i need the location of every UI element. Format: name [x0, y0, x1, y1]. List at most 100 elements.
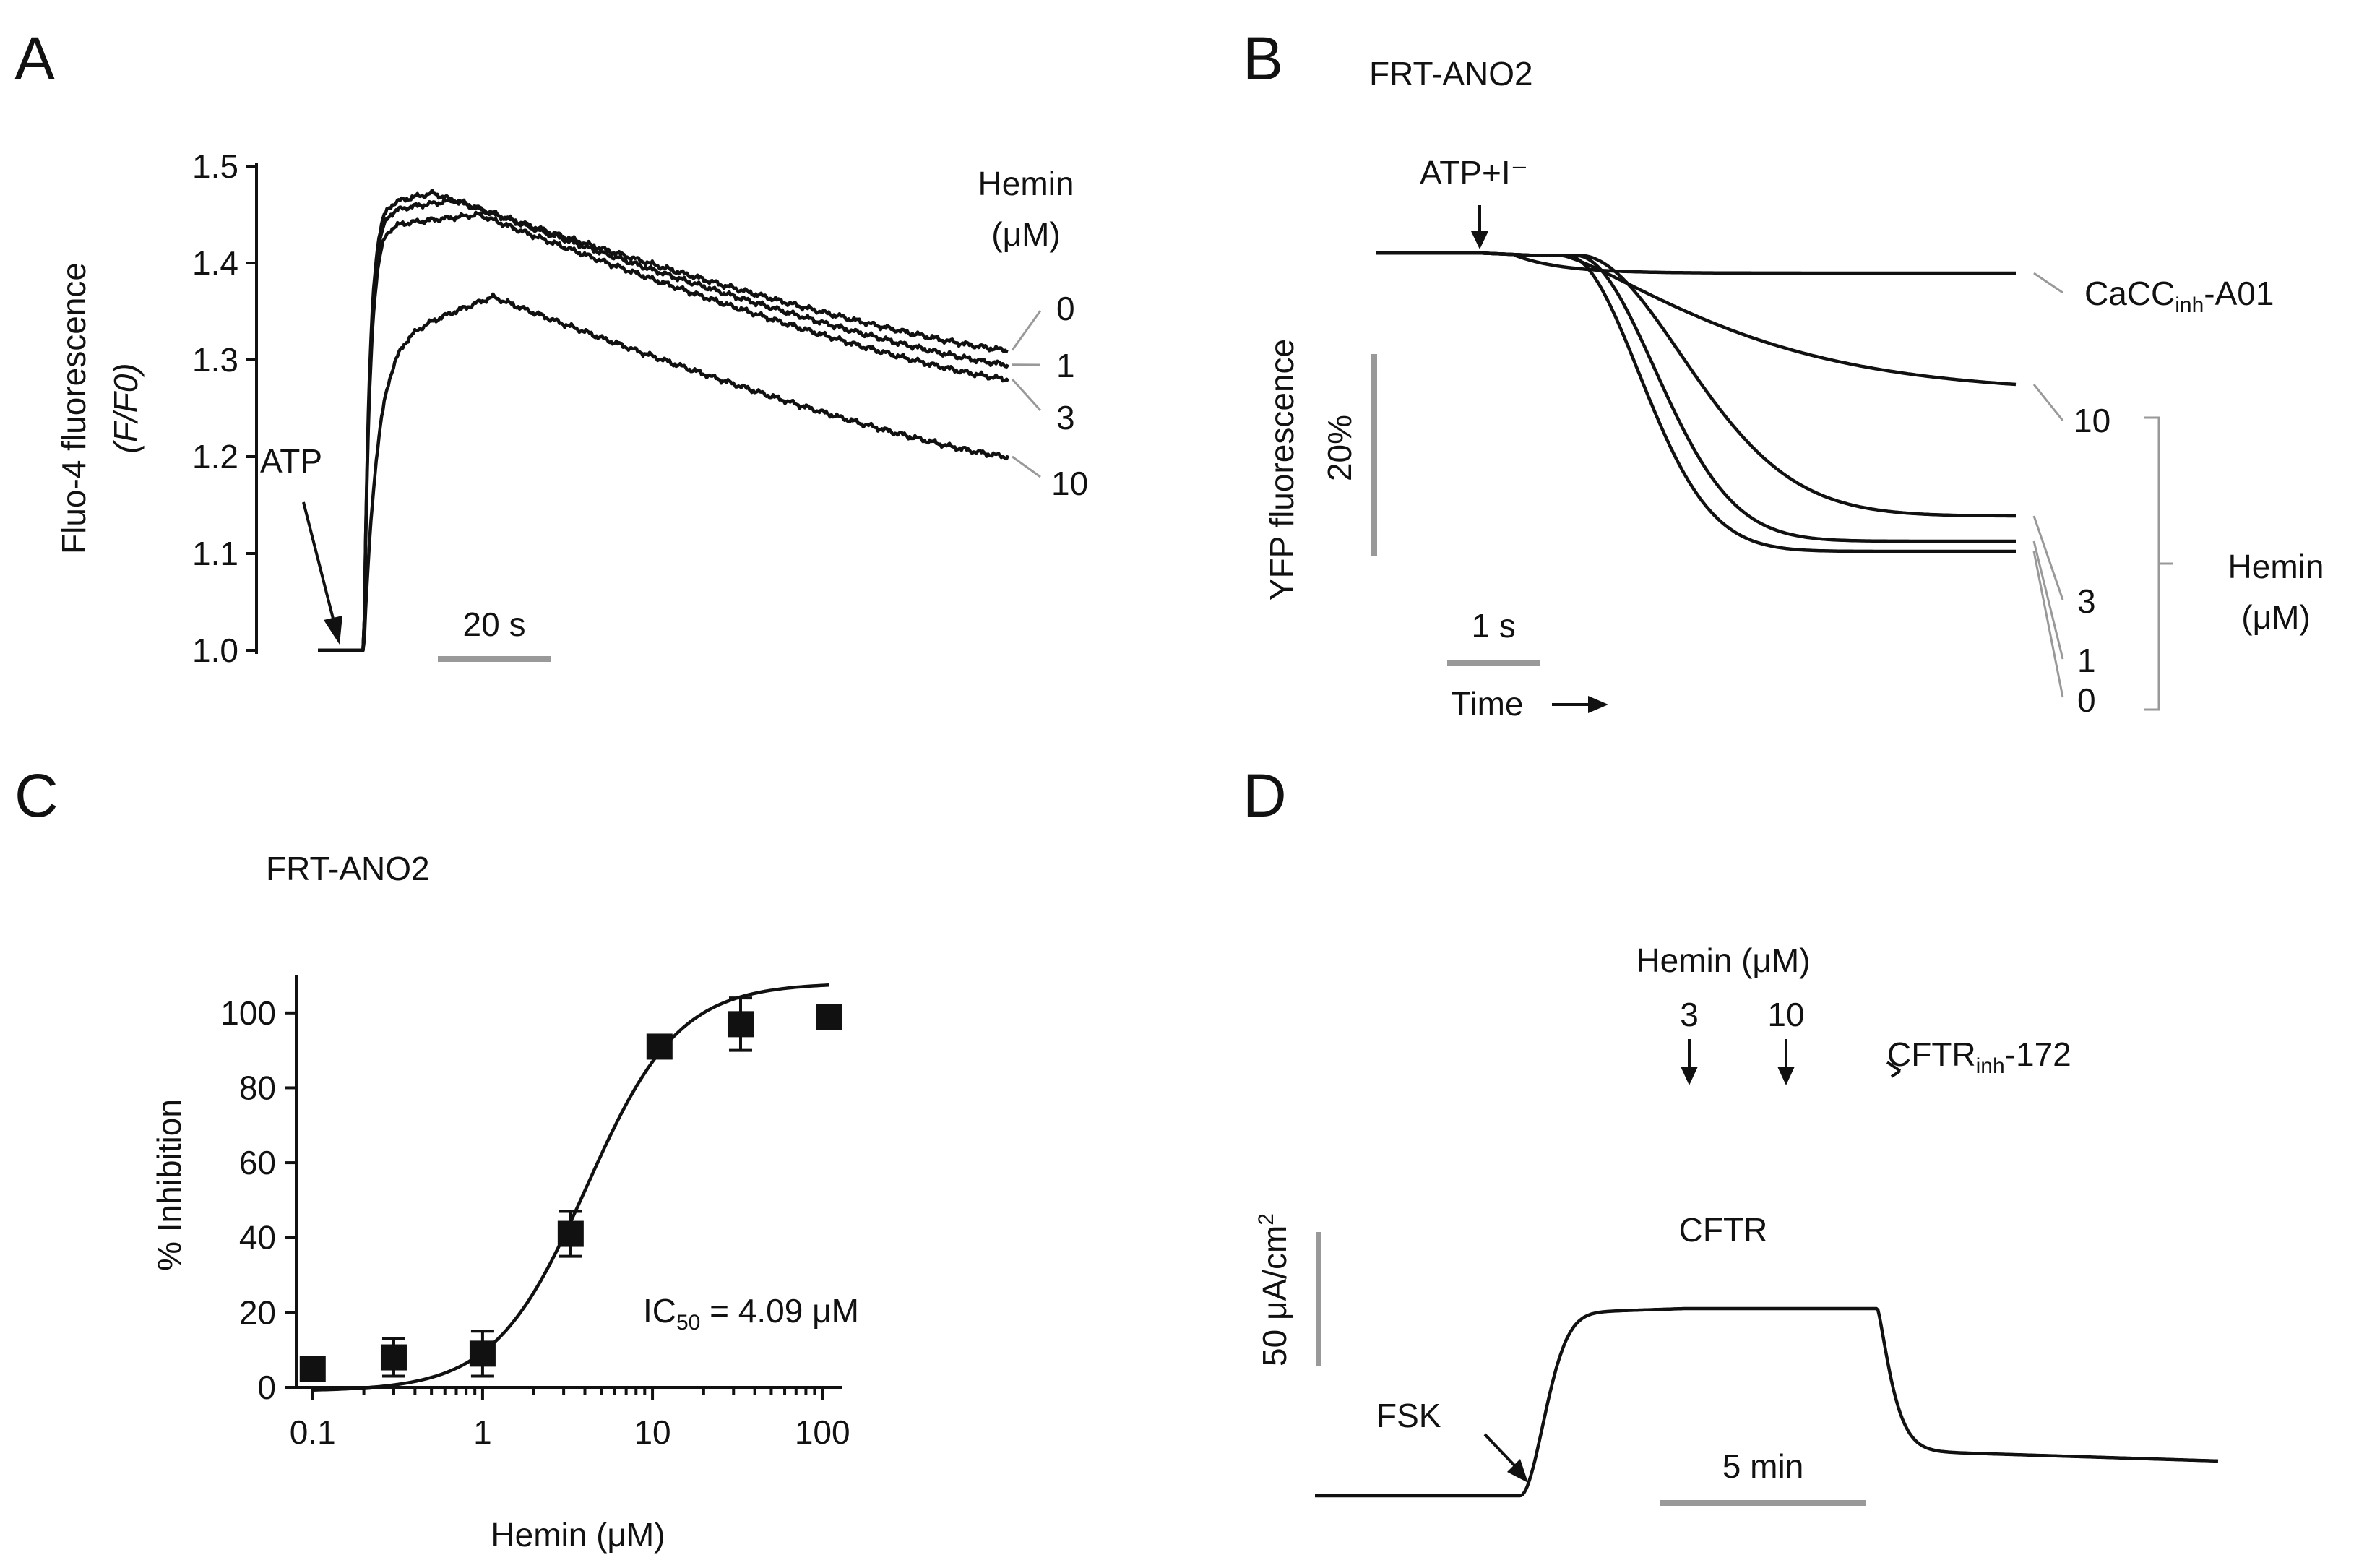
a-time-scalebar-label: 20 s [463, 606, 526, 643]
b-stimulus-label: ATP+I⁻ [1420, 154, 1528, 191]
c-point-0 [299, 1356, 326, 1382]
a-series-label-0: 0 [1056, 290, 1075, 327]
c-point-2 [469, 1340, 496, 1367]
a-y-tick-label-2: 1.2 [192, 438, 238, 475]
d-ybar-label: 50 μA/cm2 [1254, 1213, 1293, 1366]
b-trace-CaCCinh-A01 [1376, 251, 2016, 275]
d-dose-10-label: 10 [1767, 996, 1804, 1033]
b-leader-CaCCinh-A01 [2033, 272, 2063, 294]
a-stimulus-arrowhead [324, 616, 342, 645]
panel-letter-b: B [1243, 25, 1283, 92]
c-point-4 [646, 1033, 673, 1060]
c-y-tick-label-3: 60 [239, 1144, 276, 1181]
a-legend-title: Hemin [978, 165, 1074, 202]
d-inhibitor-arrow-tail [1886, 1061, 1902, 1072]
b-leaders [2032, 272, 2064, 698]
b-leader-1 [2032, 540, 2064, 660]
a-legend-unit: (μM) [991, 215, 1060, 253]
a-leaders [1011, 310, 1042, 478]
a-trace-1 [317, 197, 1009, 652]
c-x-ticks: 0.1 1 10 100 [290, 1387, 850, 1451]
b-leader-3 [2032, 515, 2064, 600]
a-y-tick-label-5: 1.5 [192, 147, 238, 185]
c-x-tick-label-3: 100 [795, 1413, 850, 1451]
b-leader-10 [2032, 384, 2064, 421]
b-stimulus-arrowhead [1471, 231, 1488, 249]
a-leader-3 [1011, 378, 1042, 412]
d-dose-3-arrowhead [1681, 1067, 1698, 1085]
b-series-label-10: 10 [2074, 402, 2110, 439]
a-y-tick-label-4: 1.4 [192, 244, 238, 282]
a-leader-0 [1011, 310, 1042, 351]
a-stimulus-arrow [302, 501, 335, 622]
a-series-label-1: 1 [1056, 347, 1075, 384]
c-y-tick-label-5: 100 [220, 994, 276, 1032]
c-cell-line: FRT-ANO2 [266, 850, 430, 887]
d-hemin-title: Hemin (μM) [1636, 942, 1810, 979]
c-y-label: % Inhibition [150, 1099, 188, 1271]
a-trace-3 [317, 210, 1009, 652]
a-trace-10 [317, 292, 1010, 652]
d-inhibitor-arrow-stub [1890, 1069, 1902, 1078]
d-fsk-arrow [1483, 1433, 1517, 1468]
c-y-tick-label-4: 80 [239, 1069, 276, 1106]
b-cell-line: FRT-ANO2 [1369, 55, 1533, 92]
a-y-label-sub: (F/F0) [107, 363, 145, 453]
d-inhibitor-label: CFTRinh-172 [1887, 1035, 2071, 1078]
c-y-tick-label-2: 40 [239, 1219, 276, 1257]
d-dose-3-label: 3 [1680, 996, 1699, 1033]
b-x-label: Time [1451, 685, 1524, 723]
c-y-tick-label-1: 20 [239, 1293, 276, 1331]
a-y-label: Fluo-4 fluorescence [55, 262, 92, 554]
a-series-label-10: 10 [1051, 465, 1088, 502]
b-trace-3 [1376, 251, 2016, 518]
d-current-trace [1314, 1306, 2219, 1498]
b-trace-0 [1376, 251, 2016, 553]
b-hemin-bracket [2144, 416, 2173, 711]
b-series-label-1: 1 [2077, 642, 2096, 679]
c-ic50-annotation: IC50 = 4.09 μM [643, 1292, 859, 1335]
c-y-ticks: 0 20 40 60 80 100 [220, 994, 296, 1406]
panel-letter-c: C [14, 762, 59, 830]
a-y-tick-label-3: 1.3 [192, 341, 238, 379]
c-y-tick-label-0: 0 [257, 1369, 276, 1406]
panel-letter-a: A [14, 25, 55, 92]
a-stimulus-label: ATP [260, 442, 322, 480]
panel-letter-d: D [1243, 762, 1287, 830]
c-point-3 [557, 1220, 584, 1247]
c-point-1 [380, 1344, 407, 1371]
a-trace-0 [317, 189, 1009, 652]
c-x-label: Hemin (μM) [491, 1516, 665, 1554]
b-trace-1 [1376, 251, 2016, 543]
a-leader-10 [1012, 455, 1041, 478]
a-y-tick-label-0: 1.0 [192, 632, 238, 669]
b-time-arrowhead [1588, 696, 1608, 713]
d-channel-label: CFTR [1679, 1211, 1768, 1249]
b-leader-0 [2032, 551, 2064, 698]
c-point-5 [727, 1011, 754, 1038]
a-series-label-3: 3 [1056, 399, 1075, 436]
b-series-label-inhibitor: CaCCinh-A01 [2084, 275, 2274, 317]
b-y-label: YFP fluorescence [1263, 339, 1301, 600]
c-x-tick-label-0: 0.1 [290, 1413, 336, 1451]
panel-c: C FRT-ANO2 0 20 40 60 80 100 0.1 1 10 100 % Inhi… [14, 762, 859, 1554]
b-group-title: Hemin [2228, 548, 2324, 585]
b-time-scalebar-label: 1 s [1471, 607, 1515, 645]
b-ybar-label: 20% [1321, 415, 1358, 481]
a-y-tick-label-1: 1.1 [192, 535, 238, 572]
d-fsk-arrowhead [1507, 1459, 1528, 1483]
c-x-tick-label-2: 10 [634, 1413, 670, 1451]
d-fsk-label: FSK [1376, 1397, 1441, 1434]
b-series-label-0: 0 [2077, 681, 2096, 719]
c-data-points [299, 996, 842, 1382]
b-series-label-3: 3 [2077, 582, 2096, 620]
panel-d: D 50 μA/cm2 5 min FSK CFTR Hemin (μM) 3 … [1243, 762, 2219, 1506]
c-x-tick-label-1: 1 [473, 1413, 492, 1451]
panel-b: B FRT-ANO2 ATP+I⁻ YFP fluorescence 20% 1… [1243, 25, 2324, 723]
b-group-unit: (μM) [2241, 598, 2310, 636]
d-time-scalebar-label: 5 min [1722, 1447, 1803, 1485]
a-y-ticks: 1.0 1.1 1.2 1.3 1.4 1.5 [192, 147, 256, 669]
a-traces [317, 189, 1010, 652]
panel-a: A 1.0 1.1 1.2 1.3 1.4 1.5 Fluo-4 fluorescence… [14, 25, 1088, 669]
